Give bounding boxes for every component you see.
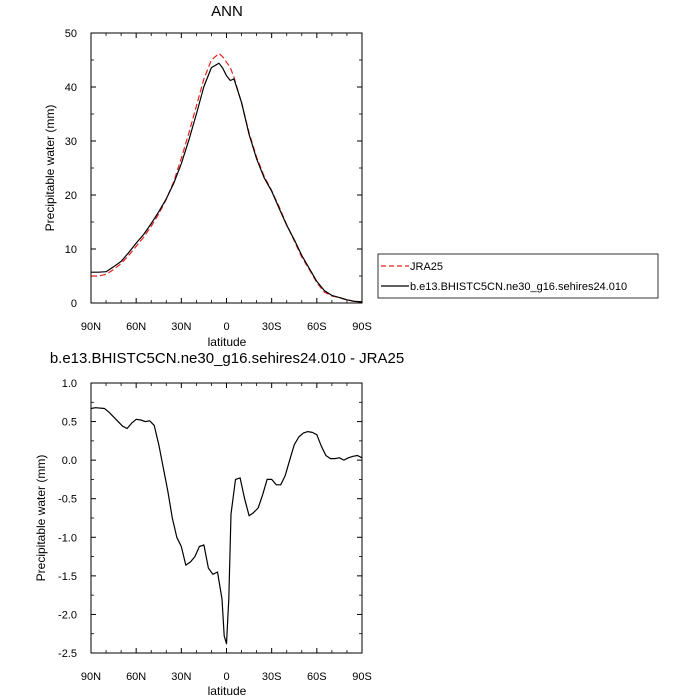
legend-label-model: b.e13.BHISTC5CN.ne30_g16.sehires24.010 — [410, 281, 627, 293]
top-chart-xtick-label: 90N — [81, 321, 101, 333]
legend: JRA25 b.e13.BHISTC5CN.ne30_g16.sehires24… — [377, 253, 659, 299]
top-chart-xtick-label: 0 — [223, 321, 229, 333]
bottom-chart-xtick-label: 60N — [126, 671, 146, 683]
top-chart-ytick-label: 30 — [65, 136, 77, 148]
top-chart-ylabel: Precipitable water (mm) — [43, 105, 57, 232]
top-chart-axes: 90N 60N 30N 0 30S 60S 90S 0 10 20 30 40 50 — [65, 28, 372, 333]
bottom-chart-series-line-0 — [90, 407, 363, 645]
top-chart-xlabel: latitude — [208, 335, 247, 349]
top-chart-xtick-label: 30S — [262, 321, 282, 333]
top-chart-panel: ANN latitude Precipitable water (mm) 90N… — [43, 3, 372, 349]
bottom-chart-xtick-label: 90S — [352, 671, 372, 683]
top-chart-title: ANN — [211, 3, 243, 20]
bottom-chart-xtick-label: 90N — [81, 671, 101, 683]
top-chart-frame — [90, 32, 363, 304]
bottom-chart-axes: 90N 60N 30N 0 30S 60S 90S -2.5 -2.0 -1.5 -1.0 -0.5 0… — [58, 378, 372, 683]
top-chart-ytick-label: 50 — [65, 28, 77, 40]
bottom-chart-ytick-label: -2.5 — [58, 648, 77, 660]
legend-label-jra25: JRA25 — [410, 261, 443, 273]
bottom-chart-ytick-label: -0.5 — [58, 494, 77, 506]
top-chart-ytick-label: 10 — [65, 244, 77, 256]
bottom-chart-xtick-label: 30S — [262, 671, 282, 683]
bottom-chart-frame — [90, 382, 363, 654]
bottom-chart-ytick-label: -1.0 — [58, 532, 77, 544]
top-chart-ytick-label: 40 — [65, 82, 77, 94]
bottom-chart-ylabel: Precipitable water (mm) — [34, 455, 48, 582]
top-chart-xtick-label: 60S — [307, 321, 327, 333]
top-chart-xtick-label: 90S — [352, 321, 372, 333]
bottom-chart-panel: b.e13.BHISTC5CN.ne30_g16.sehires24.010 -… — [34, 350, 404, 698]
bottom-chart-xtick-label: 0 — [223, 671, 229, 683]
bottom-chart-ytick-label: 1.0 — [62, 378, 77, 390]
top-chart-series-line-1 — [91, 62, 363, 303]
bottom-chart-xtick-label: 30N — [171, 671, 191, 683]
bottom-chart-ytick-label: -2.0 — [58, 609, 77, 621]
top-chart-xtick-label: 60N — [126, 321, 146, 333]
top-chart-ytick-label: 0 — [71, 298, 77, 310]
top-chart-ytick-label: 20 — [65, 190, 77, 202]
bottom-chart-ytick-label: -1.5 — [58, 571, 77, 583]
top-chart-xtick-label: 30N — [171, 321, 191, 333]
top-chart-lines — [91, 52, 363, 303]
bottom-chart-title: b.e13.BHISTC5CN.ne30_g16.sehires24.010 -… — [50, 350, 404, 367]
bottom-chart-ytick-label: 0.0 — [62, 455, 77, 467]
bottom-chart-lines — [90, 407, 363, 645]
legend-box — [377, 253, 659, 299]
bottom-chart-xlabel: latitude — [208, 684, 247, 698]
bottom-chart-xtick-label: 60S — [307, 671, 327, 683]
top-chart-series-line-0 — [91, 52, 363, 303]
bottom-chart-ytick-label: 0.5 — [62, 417, 77, 429]
